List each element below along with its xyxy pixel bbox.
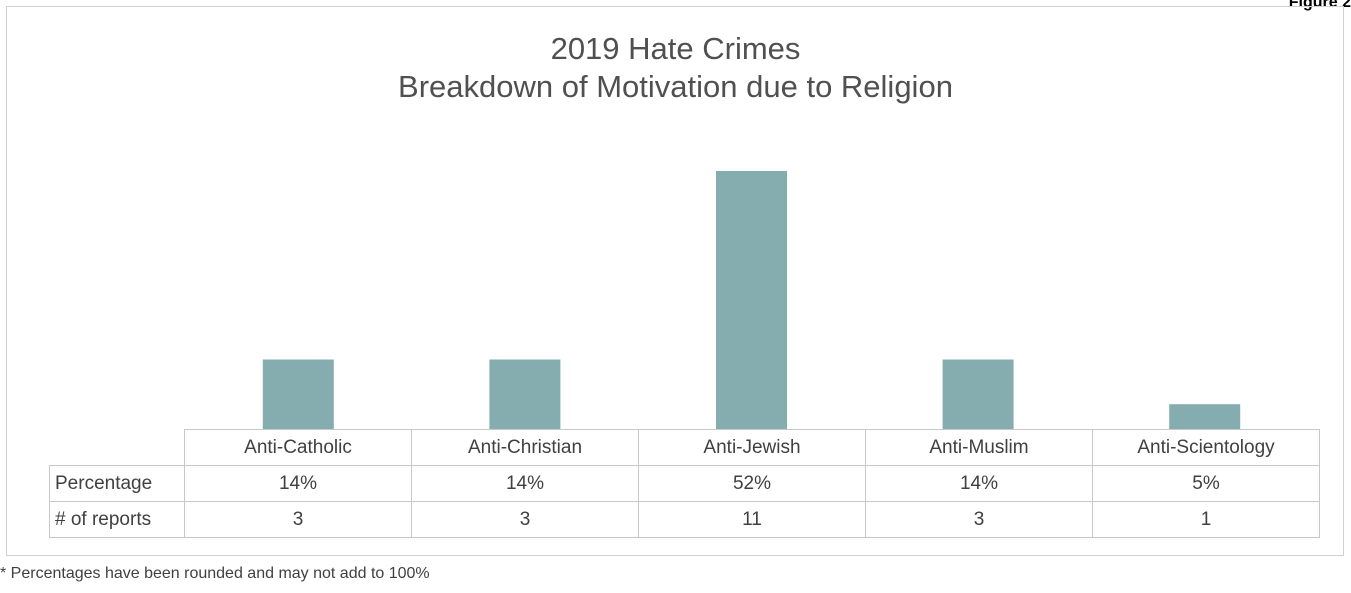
figure-label: Figure 2 <box>1288 0 1351 11</box>
table-row-reports: # of reports 3 3 11 3 1 <box>49 501 1320 538</box>
percentage-cell: 14% <box>184 465 412 502</box>
chart-title-line-1: 2019 Hate Crimes <box>550 31 801 66</box>
bar-anti-jewish <box>716 171 787 429</box>
bar-anti-muslim <box>942 359 1014 429</box>
category-label: Anti-Christian <box>411 429 639 466</box>
category-label: Anti-Catholic <box>184 429 412 466</box>
footnote: * Percentages have been rounded and may … <box>0 565 430 582</box>
data-table: Anti-Catholic Anti-Christian Anti-Jewish… <box>49 429 1320 538</box>
bar-anti-christian <box>489 359 561 429</box>
reports-cell: 3 <box>184 501 412 538</box>
reports-cell: 11 <box>638 501 866 538</box>
row-label-reports: # of reports <box>49 501 185 538</box>
chart-title: 2019 Hate Crimes Breakdown of Motivation… <box>0 30 1351 106</box>
table-corner-cell <box>49 429 185 466</box>
bar-anti-catholic <box>262 359 334 429</box>
table-header-row: Anti-Catholic Anti-Christian Anti-Jewish… <box>49 429 1320 466</box>
bar-chart-plot <box>262 171 1241 429</box>
reports-cell: 3 <box>411 501 639 538</box>
chart-frame <box>6 6 1344 556</box>
bar-anti-scientology <box>1169 404 1241 429</box>
reports-cell: 3 <box>865 501 1093 538</box>
percentage-cell: 14% <box>865 465 1093 502</box>
chart-title-line-2: Breakdown of Motivation due to Religion <box>398 69 953 104</box>
category-label: Anti-Scientology <box>1092 429 1320 466</box>
row-label-percentage: Percentage <box>49 465 185 502</box>
category-label: Anti-Jewish <box>638 429 866 466</box>
category-label: Anti-Muslim <box>865 429 1093 466</box>
table-row-percentage: Percentage 14% 14% 52% 14% 5% <box>49 465 1320 502</box>
percentage-cell: 14% <box>411 465 639 502</box>
reports-cell: 1 <box>1092 501 1320 538</box>
percentage-cell: 52% <box>638 465 866 502</box>
percentage-cell: 5% <box>1092 465 1320 502</box>
